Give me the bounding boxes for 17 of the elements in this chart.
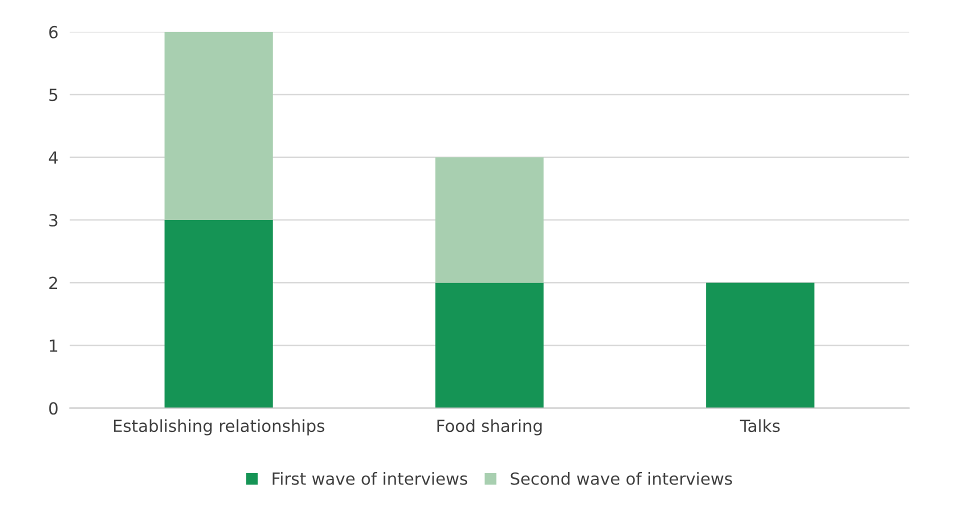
x-tick-label: Establishing relationships [114, 419, 324, 436]
x-tick-label: Talks [740, 419, 780, 432]
bar [164, 32, 273, 220]
bar [706, 282, 814, 408]
y-tick-label: 2 [49, 276, 58, 290]
y-tick-label: 4 [48, 151, 58, 164]
y-tick-label: 1 [50, 340, 58, 352]
bar [164, 220, 273, 408]
y-tick-label: 0 [49, 402, 58, 415]
legend-label: Second wave of interviews [510, 472, 732, 485]
y-tick-label: 3 [49, 214, 58, 227]
legend-label: First wave of interviews [272, 472, 468, 485]
bar [435, 157, 544, 283]
x-tick-label: Food sharing [437, 419, 542, 436]
y-tick-label: 5 [49, 88, 58, 102]
bar [435, 282, 544, 408]
y-tick-label: 6 [49, 26, 58, 38]
